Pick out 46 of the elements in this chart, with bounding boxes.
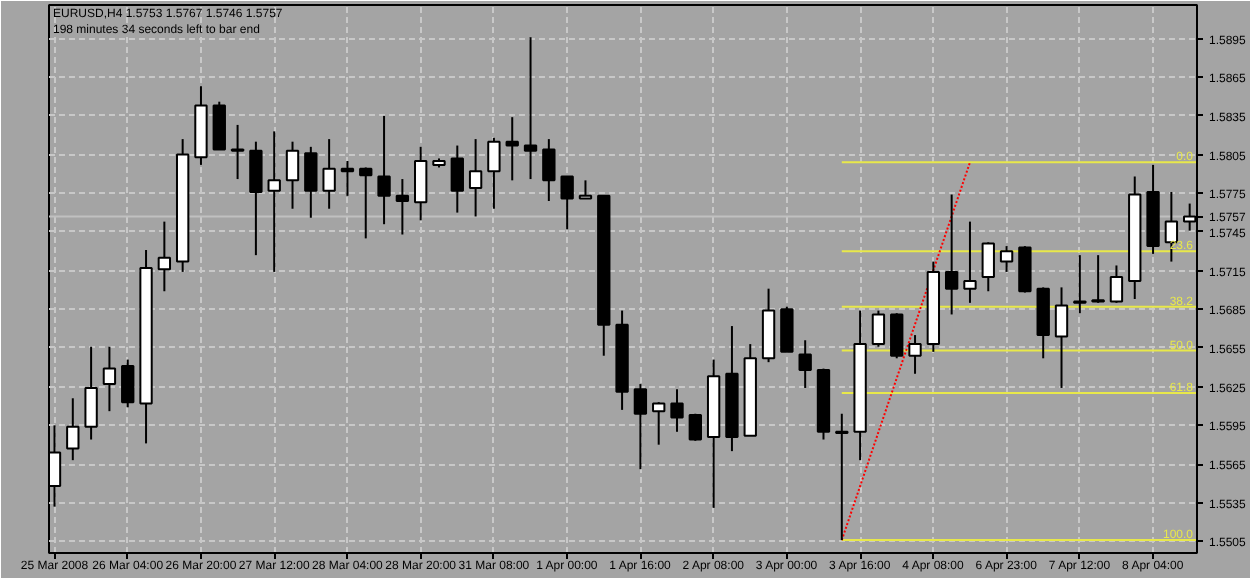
candlestick [780, 305, 794, 353]
candlestick [157, 220, 172, 293]
candlestick [359, 166, 373, 240]
candlestick [560, 175, 574, 231]
candlestick [121, 358, 135, 409]
candlestick [963, 220, 977, 304]
candlestick [1073, 254, 1087, 315]
candlestick [944, 193, 959, 316]
candlestick [322, 138, 336, 210]
candlestick [230, 123, 245, 181]
candlestick [890, 312, 904, 360]
candlestick [542, 138, 556, 202]
candlestick [761, 287, 776, 364]
candlestick [249, 140, 263, 257]
candlestick [908, 334, 922, 375]
candlestick [340, 160, 355, 197]
candlestick [670, 388, 684, 433]
candlestick [414, 145, 428, 222]
candlestick [999, 245, 1014, 273]
candlestick [285, 140, 300, 210]
candlestick [1091, 254, 1105, 304]
candlestick [450, 144, 464, 214]
candlestick [395, 178, 410, 236]
candlestick [981, 241, 995, 293]
candlestick [1036, 286, 1050, 360]
candlestick [304, 145, 318, 219]
candlestick [633, 383, 648, 471]
candlestick [688, 412, 702, 442]
candlestick [1018, 245, 1032, 294]
candlestick [1054, 286, 1069, 389]
candlestick [505, 116, 519, 182]
candlestick [487, 136, 501, 210]
candlestick [871, 309, 886, 348]
candlestick [212, 100, 226, 151]
candlestick [523, 36, 538, 181]
candlestick [835, 412, 849, 542]
candlestick [652, 401, 666, 446]
candlestick [377, 114, 391, 226]
candlestick [267, 130, 281, 273]
candlestick [468, 138, 483, 218]
candlestick [84, 345, 98, 441]
candlestick [66, 397, 80, 462]
candlestick [578, 179, 593, 200]
candlestick [102, 345, 117, 413]
candlestick [1109, 264, 1124, 304]
candlestick [798, 339, 812, 389]
